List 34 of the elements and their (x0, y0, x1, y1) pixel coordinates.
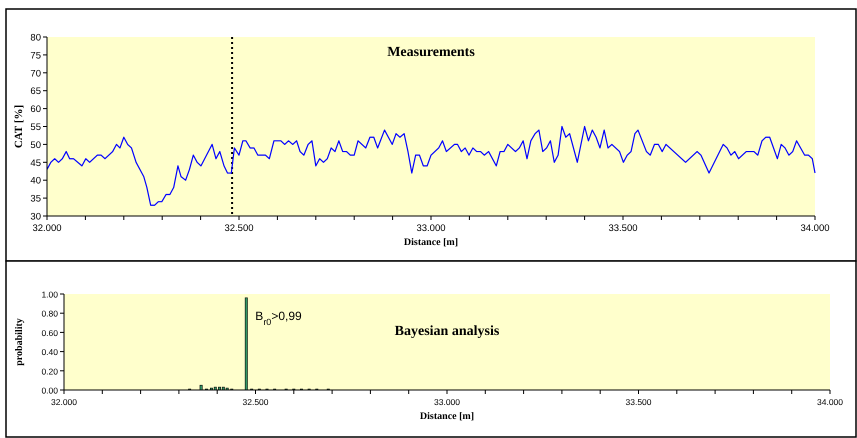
x-tick-label: 32.500 (224, 223, 254, 234)
y-axis-title: probability (14, 318, 25, 366)
y-tick-label: 65 (30, 86, 41, 98)
annotation: B$_{r0}$>0,99 (255, 308, 302, 327)
x-tick-label: 33.500 (608, 223, 638, 234)
x-tick-label: 33.000 (416, 223, 446, 234)
y-tick-label: 30 (30, 212, 41, 222)
y-tick-label: 45 (30, 158, 41, 169)
x-tick-label: 32.000 (32, 223, 62, 234)
y-tick-label: 75 (30, 50, 41, 62)
x-tick-label: 34.000 (817, 397, 844, 407)
y-tick-label: 50 (30, 140, 41, 151)
y-tick-label: 55 (30, 122, 41, 133)
y-tick-label: 0.60 (41, 328, 58, 338)
x-tick-label: 34.000 (800, 223, 830, 234)
x-tick-label: 33.500 (626, 397, 652, 407)
y-tick-label: 0.80 (41, 308, 58, 319)
text: Bayesian analysis (394, 324, 500, 339)
y-tick-label: 35 (30, 194, 41, 205)
y-axis-title: CAT [%] (13, 104, 25, 148)
y-tick-label: 70 (30, 68, 41, 80)
x-tick-label: 32.000 (51, 397, 78, 407)
y-tick-label: 0.20 (41, 366, 58, 376)
y-tick-label: 80 (30, 32, 41, 44)
text: Measurements (387, 45, 476, 60)
y-tick-label: 40 (30, 176, 41, 187)
x-tick-label: 32.500 (242, 397, 269, 407)
x-axis-title: Distance [m] (404, 237, 458, 248)
y-tick-label: 1.00 (41, 290, 58, 300)
x-axis-title: Distance [m] (420, 411, 474, 422)
y-tick-label: 0.40 (41, 347, 58, 358)
y-tick-label: 0.00 (41, 386, 58, 396)
y-tick-label: 60 (30, 104, 41, 116)
x-tick-label: 33.000 (434, 397, 460, 407)
